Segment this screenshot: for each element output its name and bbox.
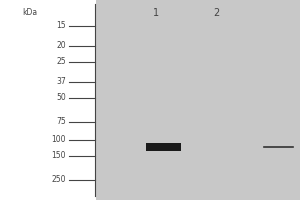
Text: 100: 100 [52,136,66,144]
Text: 25: 25 [56,58,66,66]
Text: 150: 150 [52,152,66,160]
Text: 15: 15 [56,21,66,30]
Text: 50: 50 [56,94,66,102]
Text: 250: 250 [52,176,66,184]
Text: kDa: kDa [22,8,38,17]
Text: 37: 37 [56,77,66,86]
Bar [0,0,96,200]
Bar [146,143,181,151]
Text: 20: 20 [56,42,66,50]
Text: 75: 75 [56,117,66,127]
Text: 1: 1 [153,8,159,18]
Text: 2: 2 [213,8,219,18]
